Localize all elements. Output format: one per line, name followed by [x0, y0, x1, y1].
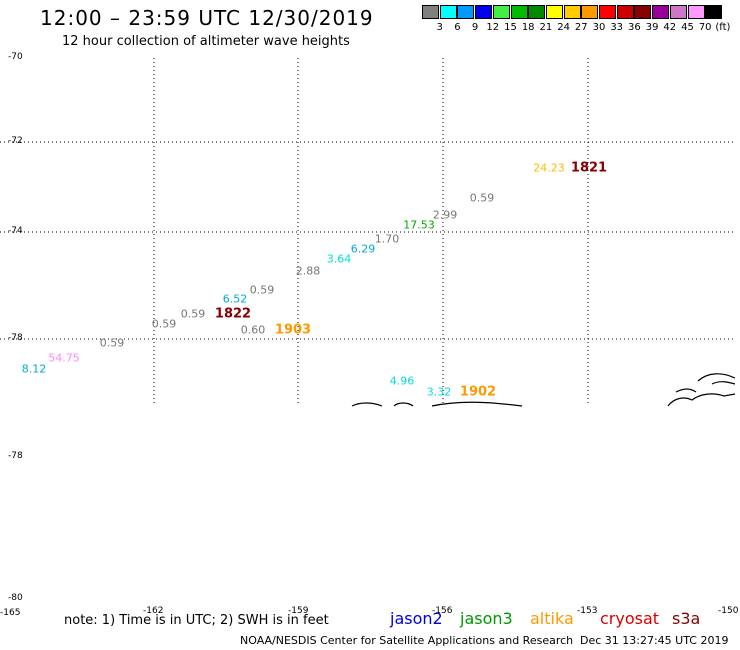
pass-time-label: 1822 — [214, 306, 252, 322]
color-swatch — [457, 5, 475, 19]
latitude-label: -70 — [8, 52, 23, 62]
color-scale-label: 24 — [557, 22, 570, 33]
wave-height-reading: 0.59 — [151, 317, 177, 331]
pass-time-label: 1821 — [570, 160, 608, 176]
color-scale-label: 9 — [471, 22, 479, 33]
wave-height-reading: 24.23 — [533, 161, 565, 175]
color-scale-label: 39 — [645, 22, 659, 33]
color-scale-label: 12 — [486, 22, 500, 33]
color-scale-label: 15 — [504, 22, 517, 33]
latitude-label: -74 — [8, 226, 23, 236]
coastline-segment — [351, 402, 383, 407]
wave-height-reading: 6.52 — [222, 292, 248, 306]
color-scale-label: 36 — [628, 22, 641, 33]
latitude-label: -78 — [8, 451, 23, 461]
wave-height-reading: 4.96 — [389, 374, 415, 388]
longitude-label: -156 — [432, 606, 453, 616]
color-scale-label: 30 — [592, 22, 606, 33]
legend-s3a: s3a — [672, 609, 701, 628]
color-scale-label: 27 — [574, 22, 588, 33]
page-title: 12:00 – 23:59 UTC 12/30/2019 — [40, 6, 374, 30]
coastline-segment — [393, 402, 414, 407]
credit-text: NOAA/NESDIS Center for Satellite Applica… — [240, 634, 574, 647]
latitude-label: -78 — [8, 333, 23, 343]
legend-altika: altika — [530, 609, 574, 628]
color-swatch — [545, 5, 563, 19]
wave-height-reading: 0.59 — [469, 191, 495, 205]
latitude-label: -80 — [8, 593, 23, 603]
color-swatch — [510, 5, 528, 19]
color-swatch — [634, 5, 652, 19]
color-scale-label: 70 — [698, 22, 712, 33]
color-swatch — [652, 5, 670, 19]
wave-height-reading: 17.53 — [403, 218, 435, 232]
coastline-segment — [431, 401, 523, 407]
color-swatch — [528, 5, 546, 19]
color-scale-label: 42 — [663, 22, 677, 33]
color-swatch — [616, 5, 634, 19]
color-swatch — [687, 5, 705, 19]
wave-height-reading: 6.29 — [350, 242, 376, 256]
graticule-lines — [0, 58, 735, 405]
color-swatch — [422, 5, 439, 19]
wave-height-reading: 0.59 — [99, 336, 125, 350]
units-note: note: 1) Time is in UTC; 2) SWH is in fe… — [64, 613, 329, 628]
legend-jason3: jason3 — [460, 609, 513, 628]
color-scale-label: 18 — [521, 22, 535, 33]
coastline-segment — [675, 388, 697, 393]
legend-jason2: jason2 — [390, 609, 443, 628]
coastline — [351, 373, 736, 407]
wave-height-reading: 3.32 — [426, 385, 452, 399]
color-scale-unit: (ft) — [715, 22, 731, 33]
wave-height-reading: 0.59 — [249, 283, 275, 297]
wave-height-reading: 54.75 — [48, 351, 80, 365]
wave-height-reading: 2.88 — [295, 264, 321, 278]
longitude-label: -150 — [718, 606, 739, 616]
longitude-label: -153 — [577, 606, 598, 616]
color-swatch — [599, 5, 616, 19]
wave-height-reading: 2.99 — [432, 208, 458, 222]
color-scale-label: 45 — [681, 22, 694, 33]
color-swatch — [669, 5, 687, 19]
legend-cryosat: cryosat — [600, 609, 660, 628]
color-scale-label: 3 — [436, 22, 443, 33]
longitude-label: -162 — [143, 606, 164, 616]
coastline-segment — [697, 373, 736, 382]
page-subtitle: 12 hour collection of altimeter wave hei… — [62, 34, 350, 49]
wave-height-reading: 8.12 — [21, 362, 47, 376]
wave-height-reading: 1.70 — [374, 232, 400, 246]
coastline-segment — [667, 393, 736, 407]
wave-height-reading: 0.59 — [180, 307, 206, 321]
longitude-label: -165 — [0, 608, 21, 618]
color-swatch — [563, 5, 581, 19]
color-swatch — [439, 5, 457, 19]
coastline-segment — [711, 381, 736, 385]
color-swatch — [475, 5, 493, 19]
longitude-label: -159 — [288, 606, 309, 616]
color-swatch — [705, 5, 723, 19]
color-scale-label: 6 — [454, 22, 461, 33]
latitude-label: -72 — [8, 136, 23, 146]
color-swatch — [581, 5, 599, 19]
wave-height-reading: 3.64 — [326, 252, 352, 266]
color-scale-label: 33 — [610, 22, 624, 33]
pass-time-label: 1903 — [274, 322, 312, 338]
color-swatch — [492, 5, 510, 19]
wave-height-reading: 0.60 — [240, 323, 266, 337]
pass-time-label: 1902 — [459, 384, 497, 400]
timestamp-text: Dec 31 13:27:45 UTC 2019 — [580, 634, 729, 647]
color-scale-label: 21 — [539, 22, 553, 33]
